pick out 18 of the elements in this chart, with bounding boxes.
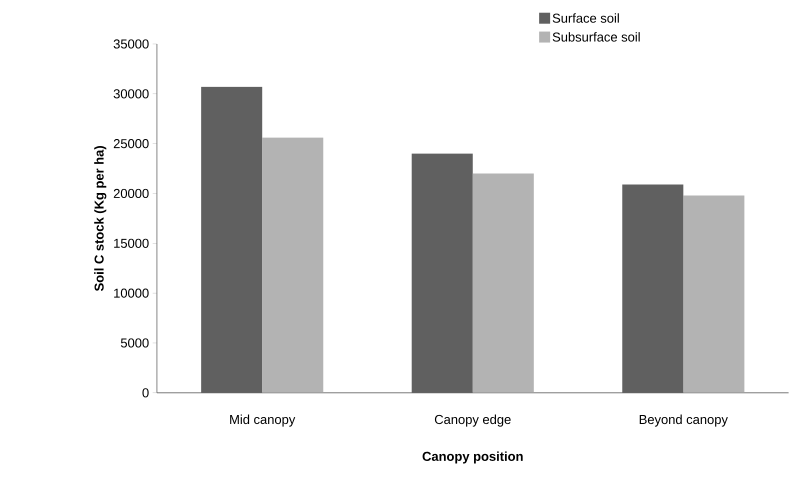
y-tick-label: 5000 xyxy=(120,338,149,348)
x-axis-title: Canopy position xyxy=(422,452,523,464)
y-axis-title: Soil C stock (Kg per ha) xyxy=(94,146,106,292)
bar xyxy=(472,174,534,393)
y-tick-label: 0 xyxy=(142,388,149,398)
x-tick-label: Canopy edge xyxy=(434,414,511,427)
y-tick-label: 20000 xyxy=(114,189,149,198)
legend-label: Subsurface soil xyxy=(552,32,640,42)
y-tick-label: 35000 xyxy=(114,40,149,49)
legend-label: Surface soil xyxy=(552,13,619,23)
x-tick-label: Mid canopy xyxy=(230,414,296,427)
y-tick-label: 15000 xyxy=(114,238,149,248)
y-tick-label: 30000 xyxy=(114,89,149,99)
bar xyxy=(683,196,744,393)
x-tick-label: Beyond canopy xyxy=(640,414,728,427)
y-tick-label: 10000 xyxy=(114,288,149,298)
bar xyxy=(262,138,324,393)
y-tick-label: 25000 xyxy=(114,139,149,148)
